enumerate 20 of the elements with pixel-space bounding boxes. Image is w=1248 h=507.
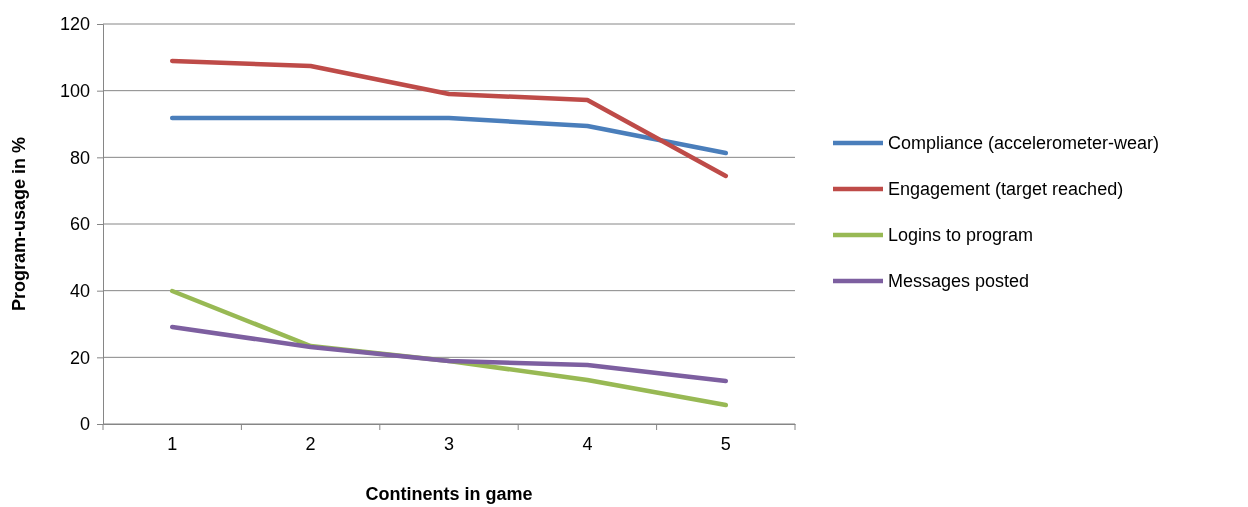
- line-series: [169, 58, 729, 179]
- legend-label: Logins to program: [888, 225, 1034, 246]
- y-tick-label: 0: [79, 414, 90, 435]
- x-tick-label: 3: [443, 434, 455, 455]
- line-series: [169, 324, 729, 384]
- legend-label: Compliance (accelerometer-wear): [888, 133, 1160, 154]
- y-tick-label: 60: [69, 214, 90, 235]
- y-axis-title: Program-usage in %: [9, 136, 29, 312]
- y-tick-label: 80: [69, 147, 90, 168]
- x-tick-label: 4: [582, 434, 593, 455]
- y-tick-label: 120: [59, 14, 90, 35]
- x-tick-label: 1: [167, 434, 178, 455]
- legend-label: Engagement (target reached): [888, 179, 1124, 200]
- y-tick-label: 40: [69, 280, 90, 301]
- x-axis-title: Continents in game: [365, 484, 533, 504]
- y-tick-label: 100: [59, 80, 90, 101]
- y-tick-label: 20: [69, 347, 90, 368]
- x-tick-label: 2: [305, 434, 316, 455]
- legend-label: Messages posted: [888, 271, 1030, 292]
- x-tick-label: 5: [720, 434, 731, 455]
